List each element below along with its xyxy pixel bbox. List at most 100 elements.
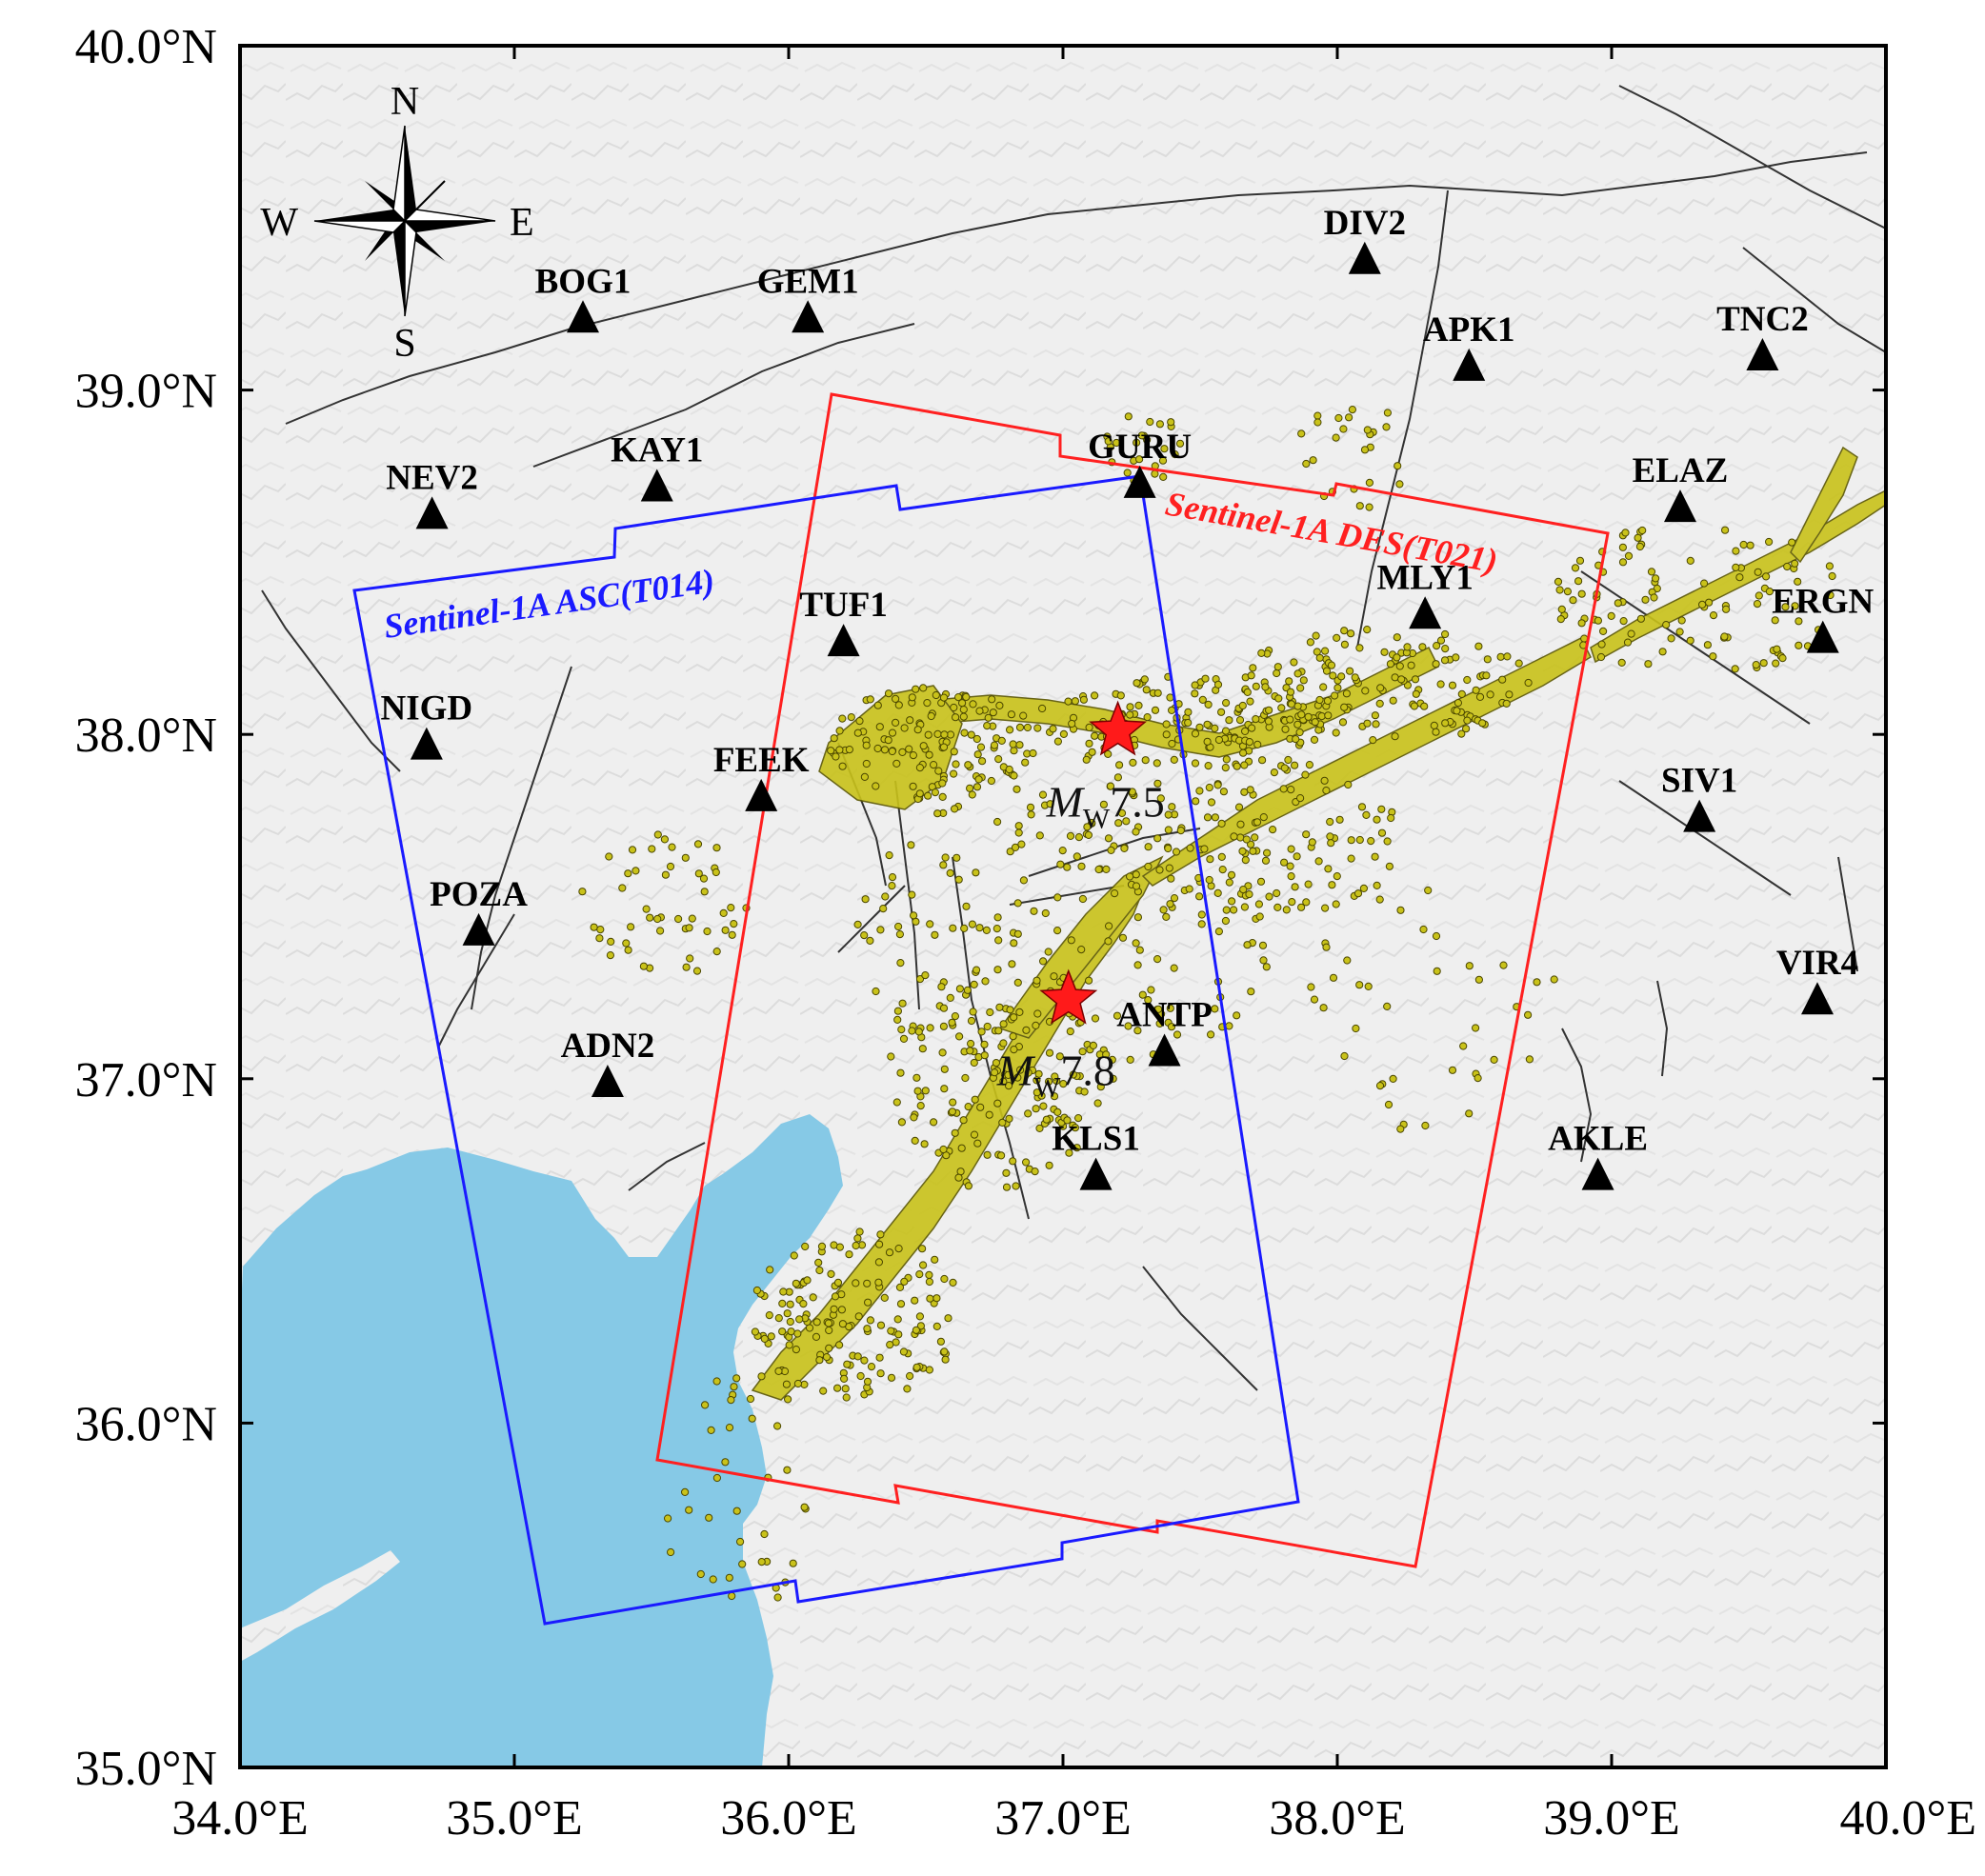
aftershock-dot [925, 750, 933, 759]
aftershock-dot [1084, 830, 1093, 840]
aftershock-dot [1327, 661, 1336, 669]
aftershock-dot [912, 1363, 921, 1371]
aftershock-dot [1762, 572, 1771, 581]
aftershock-dot [1375, 895, 1384, 904]
aftershock-dot [930, 1118, 938, 1127]
aftershock-dot [1143, 435, 1152, 444]
aftershock-dot [1074, 1114, 1083, 1123]
aftershock-dot [908, 1027, 916, 1035]
aftershock-dot [938, 1048, 947, 1057]
aftershock-dot [1554, 577, 1563, 587]
aftershock-dot [1242, 835, 1251, 844]
aftershock-dot [1720, 632, 1729, 641]
aftershock-dot [926, 920, 934, 928]
aftershock-dot [1618, 543, 1628, 551]
aftershock-dot [790, 1251, 798, 1260]
aftershock-dot [1320, 776, 1329, 785]
aftershock-dot [1396, 906, 1405, 914]
aftershock-dot [893, 1015, 902, 1025]
aftershock-dot [1091, 1014, 1100, 1023]
aftershock-dot [1211, 813, 1220, 822]
aftershock-dot [728, 930, 736, 939]
aftershock-dot [994, 1027, 1003, 1035]
aftershock-dot [1252, 715, 1260, 724]
aftershock-dot [666, 862, 675, 871]
aftershock-dot [970, 1058, 978, 1068]
aftershock-dot [774, 1314, 783, 1323]
station-label: KAY1 [611, 430, 703, 469]
aftershock-dot [840, 1374, 849, 1384]
aftershock-dot [1006, 848, 1014, 856]
aftershock-dot [1091, 691, 1099, 700]
aftershock-dot [1280, 858, 1289, 867]
aftershock-dot [1791, 559, 1799, 568]
aftershock-dot [1709, 652, 1717, 661]
aftershock-dot [1045, 1161, 1053, 1169]
aftershock-dot [974, 775, 983, 784]
aftershock-dot [1214, 735, 1224, 745]
aftershock-dot [1012, 1182, 1020, 1190]
aftershock-dot [738, 1560, 747, 1568]
aftershock-dot [1369, 736, 1377, 745]
aftershock-dot [985, 1110, 993, 1119]
aftershock-dot [1044, 1077, 1053, 1086]
station-triangle-icon [1148, 1033, 1181, 1067]
aftershock-dot [1151, 469, 1159, 478]
station-label: BOG1 [535, 262, 632, 301]
aftershock-dot [1243, 688, 1252, 697]
aftershock-dot [1361, 687, 1370, 695]
y-tick-label: 38.0°N [75, 708, 217, 763]
y-tick-label: 37.0°N [75, 1053, 217, 1108]
aftershock-dot [1151, 706, 1160, 714]
aftershock-dot [955, 1032, 964, 1041]
aftershock-dot [1597, 640, 1606, 649]
aftershock-dot [1344, 780, 1353, 789]
aftershock-dot [1355, 835, 1364, 845]
aftershock-dot [884, 689, 893, 698]
aftershock-dot [1235, 716, 1245, 725]
aftershock-dot [1111, 889, 1119, 898]
station-triangle-icon [591, 1065, 624, 1098]
aftershock-dot [1334, 413, 1343, 423]
aftershock-dot [1441, 719, 1450, 728]
aftershock-dot [1262, 963, 1271, 971]
aftershock-dot [1355, 644, 1364, 652]
aftershock-dot [1732, 563, 1740, 572]
aftershock-dot [1238, 847, 1247, 856]
aftershock-dot [1197, 920, 1206, 928]
aftershock-dot [1305, 761, 1314, 769]
aftershock-dot [1310, 735, 1319, 745]
aftershock-dot [1577, 619, 1586, 628]
aftershock-dot [732, 1507, 741, 1515]
aftershock-dot [1486, 690, 1494, 699]
aftershock-dot [863, 1279, 872, 1287]
aftershock-dot [1667, 634, 1675, 643]
station-bog1: BOG1 [535, 262, 632, 333]
aftershock-dot [1280, 764, 1289, 772]
aftershock-dot [1791, 602, 1799, 610]
aftershock-dot [730, 1383, 738, 1391]
aftershock-dot [1104, 834, 1113, 843]
aftershock-dot [1239, 886, 1248, 894]
aftershock-dot [1282, 906, 1291, 914]
aftershock-dot [732, 1374, 741, 1383]
aftershock-dot [1195, 723, 1204, 731]
aftershock-dot [835, 727, 844, 735]
aftershock-dot [952, 713, 960, 722]
aftershock-dot [1524, 678, 1533, 688]
aftershock-dot [1213, 680, 1223, 689]
x-tick-label: 39.0°E [1543, 1791, 1680, 1846]
aftershock-dot [1375, 699, 1384, 708]
aftershock-dot [1499, 961, 1508, 969]
aftershock-dot [946, 868, 954, 878]
aftershock-dot [888, 747, 896, 756]
aftershock-dot [1340, 703, 1349, 711]
aftershock-dot [674, 914, 683, 924]
aftershock-dot [1033, 1009, 1042, 1018]
aftershock-dot [719, 908, 728, 918]
aftershock-dot [1475, 692, 1485, 702]
station-triangle-icon [1079, 1157, 1113, 1190]
aftershock-dot [1533, 978, 1541, 987]
aftershock-dot [1066, 1028, 1074, 1036]
map-axes: 34.0°E 35.0°E 36.0°E 37.0°E 38.0°E 39.0°E 40.0… [75, 20, 1976, 1846]
